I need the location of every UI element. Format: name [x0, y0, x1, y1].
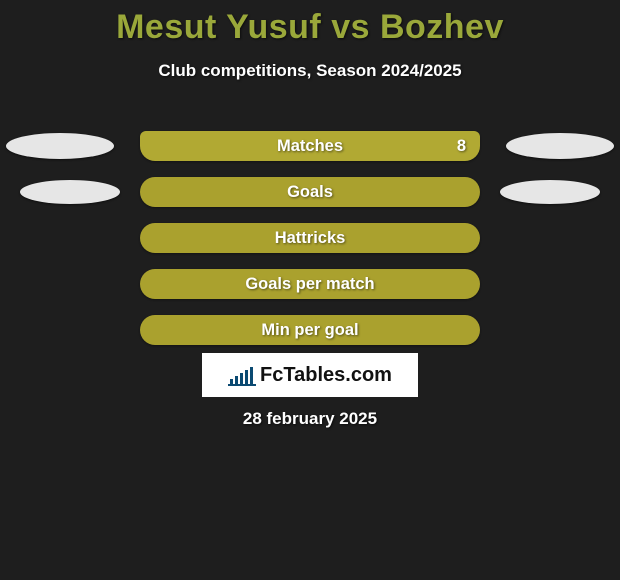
avatar-left — [20, 180, 120, 204]
logo-box: FcTables.com — [202, 353, 418, 397]
stat-row-hattricks: Hattricks — [0, 215, 620, 261]
stat-value-right: 8 — [457, 137, 466, 156]
stat-pill: Min per goal — [140, 315, 480, 345]
avatar-left — [6, 133, 114, 159]
stat-row-goals-per-match: Goals per match — [0, 261, 620, 307]
stat-label: Goals — [140, 183, 480, 202]
stat-label: Min per goal — [140, 321, 480, 340]
stat-rows: Matches 8 Goals Hattricks Goals per matc… — [0, 123, 620, 353]
bar-chart-icon — [228, 364, 256, 386]
stat-pill: Goals — [140, 177, 480, 207]
stat-pill: Goals per match — [140, 269, 480, 299]
footer-date: 28 february 2025 — [0, 409, 620, 429]
avatar-right — [500, 180, 600, 204]
stat-row-matches: Matches 8 — [0, 123, 620, 169]
stat-pill: Matches 8 — [140, 131, 480, 161]
stat-label: Hattricks — [140, 229, 480, 248]
logo-text: FcTables.com — [260, 364, 392, 387]
stat-row-goals: Goals — [0, 169, 620, 215]
stat-row-min-per-goal: Min per goal — [0, 307, 620, 353]
stat-pill: Hattricks — [140, 223, 480, 253]
avatar-right — [506, 133, 614, 159]
stat-label: Matches — [140, 137, 480, 156]
page-subtitle: Club competitions, Season 2024/2025 — [0, 61, 620, 81]
page-title: Mesut Yusuf vs Bozhev — [0, 0, 620, 47]
stat-label: Goals per match — [140, 275, 480, 294]
